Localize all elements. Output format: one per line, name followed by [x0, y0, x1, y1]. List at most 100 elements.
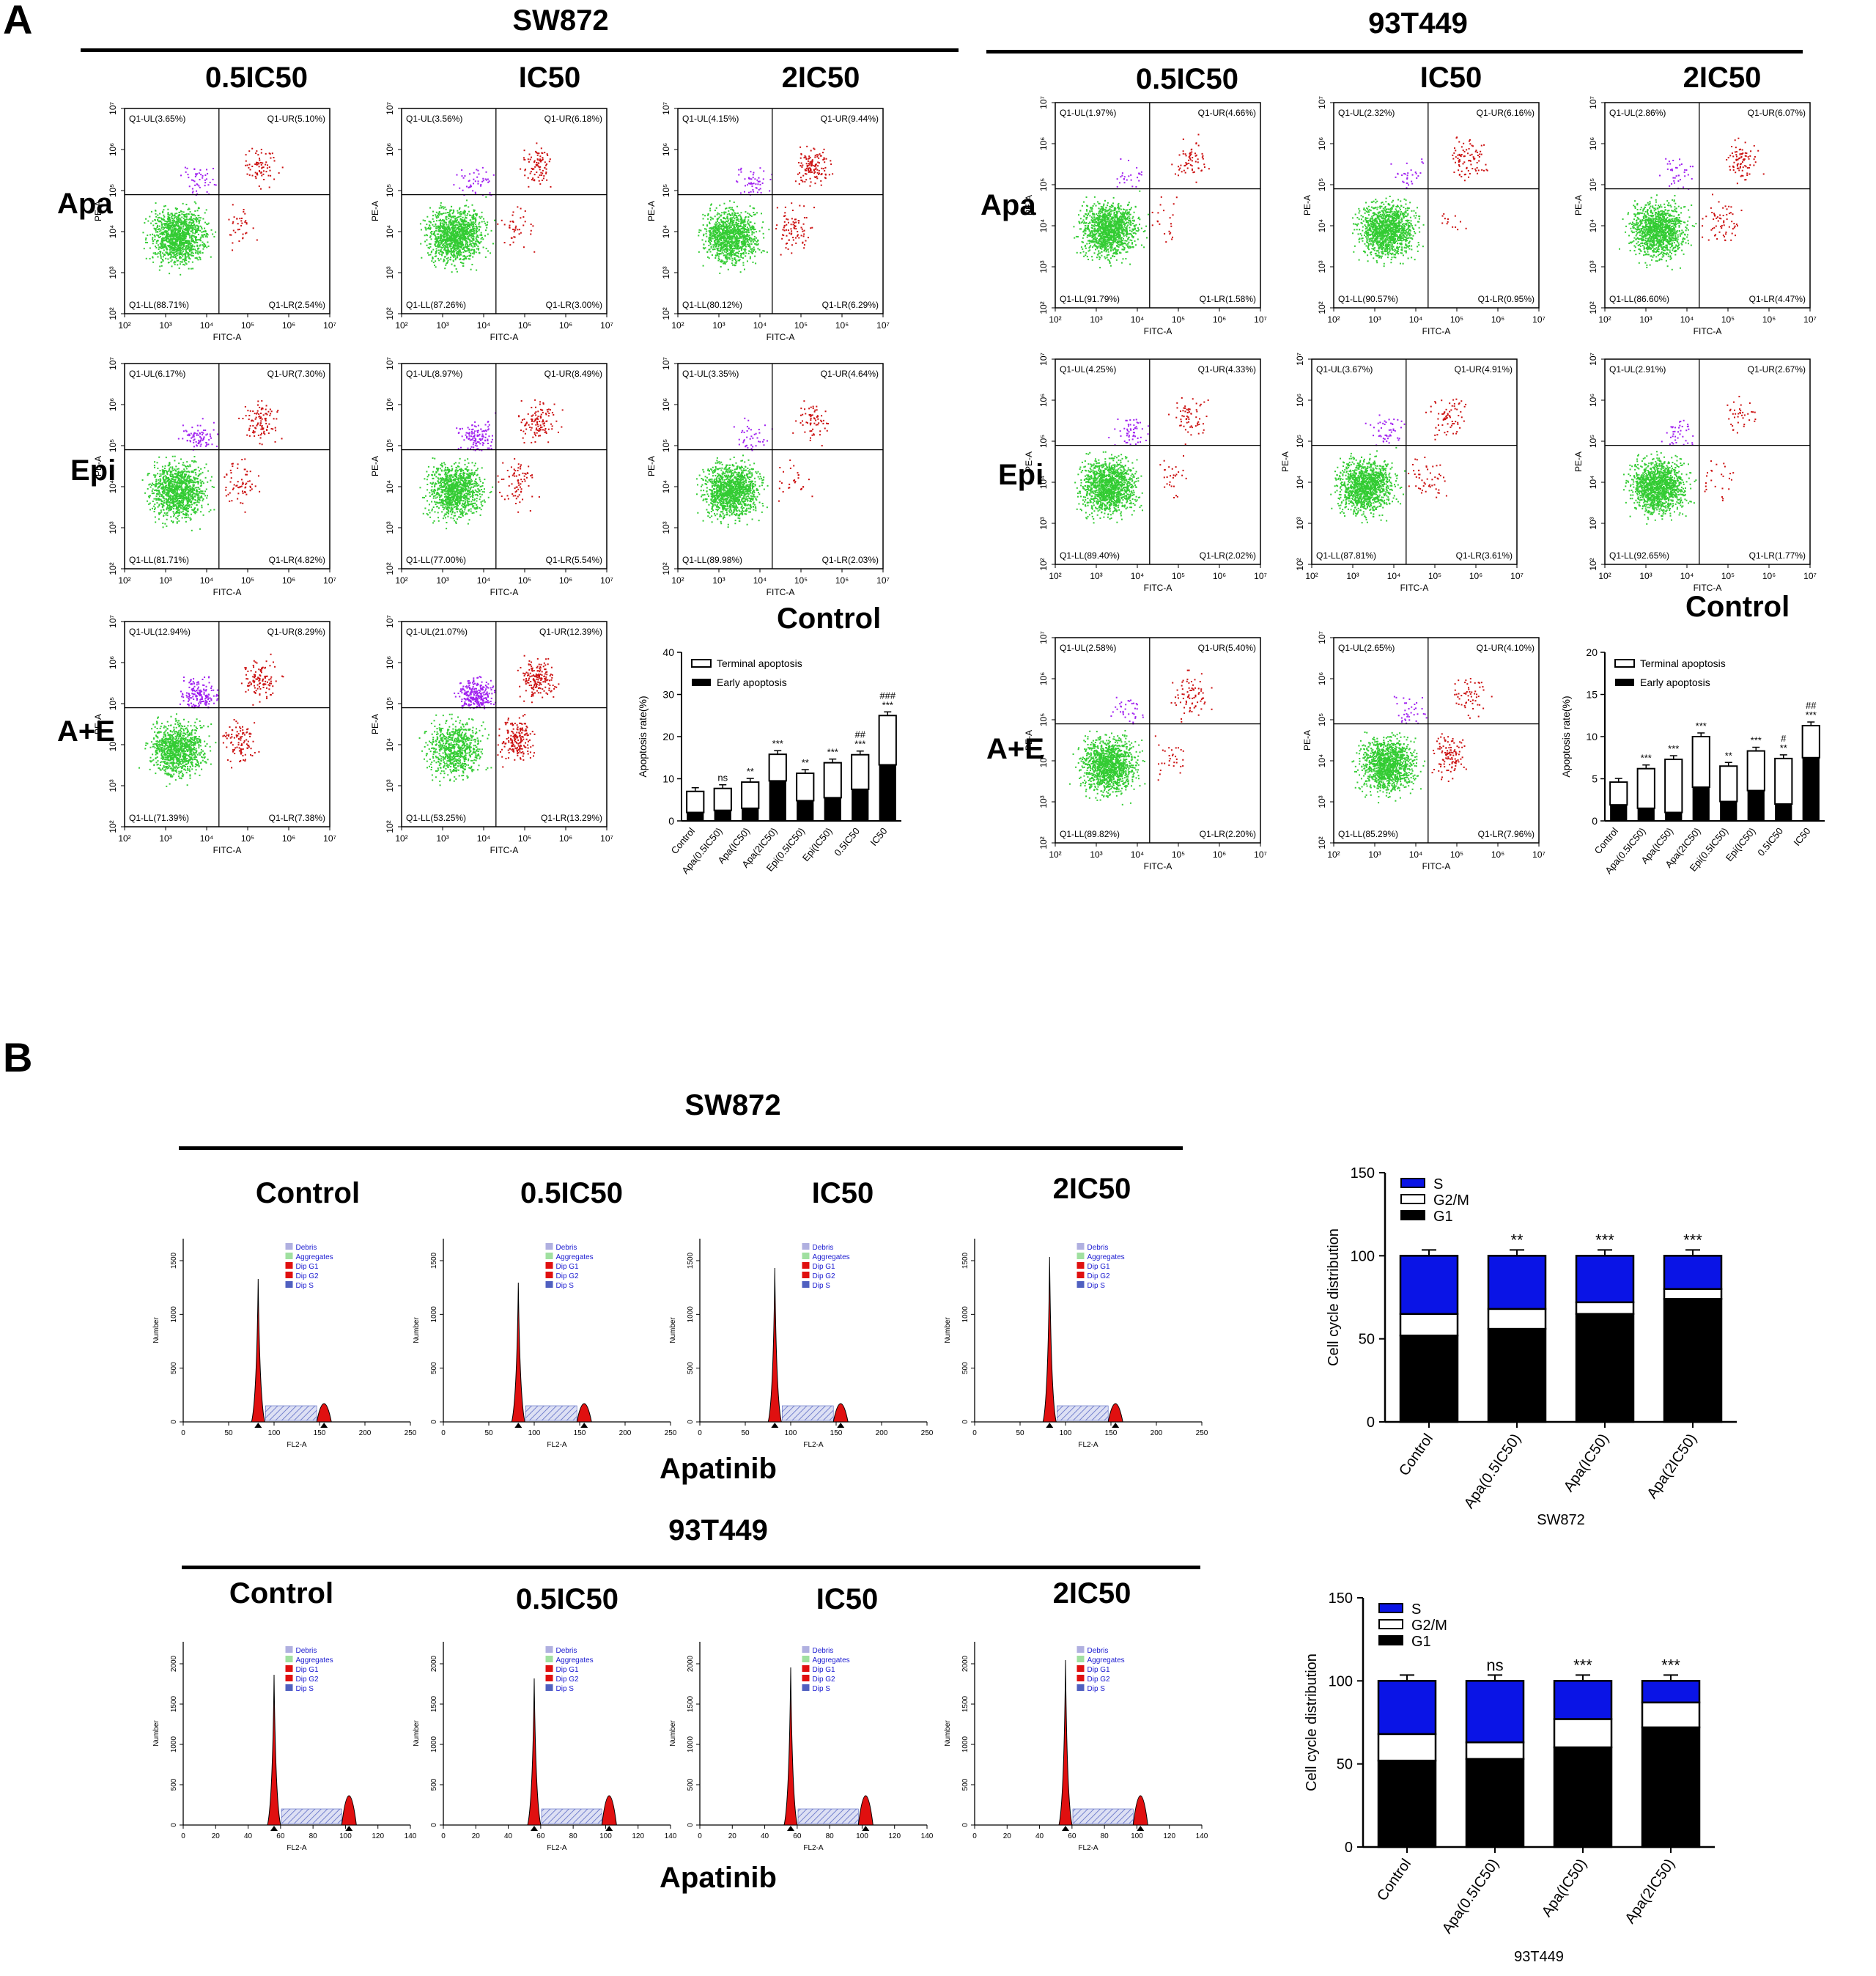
flow-dot [174, 226, 176, 228]
flow-dot [742, 240, 744, 243]
flow-dot [428, 243, 430, 245]
flow-dot [201, 231, 203, 233]
flow-dot [709, 238, 712, 240]
flow-dot [476, 226, 478, 228]
flow-dot [541, 159, 543, 161]
flow-dot [725, 224, 728, 226]
flow-dot [189, 218, 191, 220]
flow-dot [191, 460, 193, 462]
flow-dot [806, 166, 808, 168]
flow-dot [742, 245, 745, 247]
flow-dot [177, 477, 180, 479]
flow-dot [757, 244, 759, 246]
flow-dot [723, 246, 725, 248]
flow-dot [452, 251, 454, 253]
flow-dot [439, 218, 441, 221]
flow-dot [182, 240, 184, 242]
flow-dot [161, 246, 163, 248]
flow-dot [459, 250, 461, 252]
flow-dot [155, 219, 157, 221]
flow-dot [818, 172, 820, 174]
flow-dot [725, 238, 728, 240]
flow-dot [175, 505, 177, 507]
flow-dot [178, 489, 180, 491]
flow-dot [159, 484, 161, 486]
flow-dot [177, 487, 180, 489]
flow-dot [750, 240, 752, 243]
flow-dot [729, 215, 731, 217]
flow-dot [188, 500, 190, 502]
flow-dot [485, 248, 487, 250]
flow-dot [435, 240, 437, 243]
flow-dot [727, 234, 729, 236]
flow-dot [728, 249, 731, 251]
flow-dot [434, 244, 436, 246]
flow-dot [463, 211, 465, 213]
flow-dot [725, 258, 728, 260]
flow-dot [724, 229, 726, 232]
flow-dot [462, 238, 464, 240]
flow-dot [722, 260, 724, 262]
flow-dot [535, 163, 537, 166]
flow-dot [184, 256, 186, 258]
flow-dot [190, 268, 192, 270]
flow-dot [470, 254, 472, 257]
flow-dot [445, 229, 447, 231]
flow-dot [717, 212, 719, 214]
flow-dot [196, 508, 199, 510]
flow-dot [451, 209, 453, 211]
flow-dot [172, 231, 174, 233]
flow-dot [163, 231, 165, 233]
flow-dot [162, 256, 164, 258]
flow-dot [182, 235, 185, 237]
flow-dot [158, 221, 160, 223]
flow-dot [157, 487, 159, 489]
flow-dot [791, 202, 793, 204]
flow-dot [201, 504, 203, 506]
flow-dot [163, 512, 166, 514]
flow-dot [752, 189, 754, 191]
flow-dot [802, 230, 804, 232]
flow-dot [717, 237, 719, 240]
flow-dot [481, 166, 484, 169]
flow-dot [747, 231, 750, 233]
flow-dot [232, 242, 234, 244]
flow-dot [207, 504, 210, 506]
flow-dot [159, 512, 161, 515]
flow-dot [429, 225, 431, 227]
flow-dot [828, 174, 830, 176]
flow-dot [739, 236, 742, 238]
flow-dot [468, 187, 470, 189]
flow-dot [152, 224, 155, 226]
flow-dot [450, 235, 452, 237]
flow-dot [438, 214, 440, 216]
flow-dot [717, 242, 719, 244]
flow-dot [430, 251, 432, 254]
flow-dot [817, 165, 819, 167]
flow-dot [520, 207, 522, 210]
flow-dot [813, 176, 816, 178]
flow-dot [199, 219, 201, 221]
flow-dot [169, 247, 171, 249]
flow-dot [714, 226, 717, 228]
flow-dot [484, 235, 486, 237]
flow-dot [459, 208, 461, 210]
flow-dot [731, 214, 734, 216]
flow-dot [424, 235, 426, 237]
flow-dot [181, 251, 183, 254]
flow-dot [441, 240, 443, 243]
flow-dot [169, 253, 171, 255]
flow-dot [742, 232, 744, 234]
flow-dot [448, 231, 450, 233]
flow-dot [196, 184, 199, 186]
flow-dot [154, 235, 156, 237]
flow-dot [805, 179, 808, 181]
flow-dot [735, 243, 737, 245]
flow-dot [163, 237, 165, 240]
flow-dot [730, 256, 732, 258]
flow-dot [155, 215, 158, 218]
y-axis-label: PE-A [93, 201, 103, 221]
flow-dot [459, 235, 462, 237]
flow-dot [755, 231, 757, 233]
flow-dot [750, 183, 753, 185]
